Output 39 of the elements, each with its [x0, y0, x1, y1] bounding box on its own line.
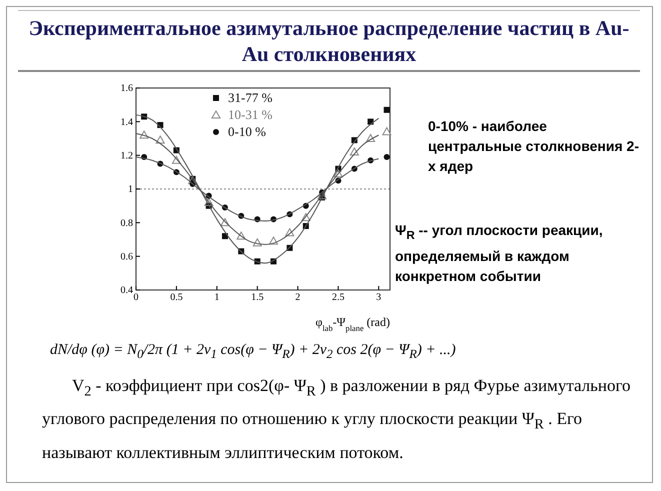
x-tick-label: 1 — [214, 292, 220, 304]
legend-label: 31-77 % — [228, 90, 273, 105]
x-tick-label: 1.5 — [251, 292, 264, 304]
point — [172, 156, 181, 164]
text: Ψ$_{R}$ -- угол плоскости реакции, определяемый в каждом конкретном событии — [395, 221, 604, 286]
point — [220, 218, 230, 226]
point — [334, 169, 343, 178]
point — [156, 136, 165, 144]
y-tick-label: 0.4 — [120, 285, 133, 296]
chart-title: Экспериментальное азимутальное распределение частиц в Au-Au столкновениях — [18, 10, 640, 72]
text: 0-10% - наиболее центральные столкновения 2-х ядер — [428, 117, 640, 176]
point — [252, 238, 262, 246]
point — [382, 127, 392, 136]
text: V$_{2}$ - коэффициент при cos2(φ- Ψ$_{R}$ ) в разложении в ряд Фурье азимутального углового распределения по отношению к углу плоскости реакции Ψ$_{R}$ . Его называют коллективным эллиптическим потоком. — [42, 376, 631, 462]
point — [366, 134, 376, 142]
point — [269, 236, 278, 245]
y-tick-label: 1.6 — [120, 83, 133, 94]
text: dN/dφ (φ) = N$_{0}$/2π (1 + 2v$_{1}$ cos(φ − Ψ$_{R}$) + 2v$_{2}$ cos 2(φ − Ψ$_{R}$) + ...) — [50, 342, 456, 361]
y-tick-label: 1.2 — [120, 150, 133, 162]
legend-label: 10-31 % — [228, 107, 273, 122]
y-tick-label: 1 — [128, 184, 133, 196]
y-tick-label: 0.8 — [120, 218, 133, 229]
x-tick-label: 2 — [295, 292, 300, 304]
point — [236, 232, 246, 240]
point — [285, 228, 294, 236]
point — [301, 213, 310, 222]
y-tick-label: 0.6 — [120, 252, 133, 263]
point — [350, 147, 359, 156]
y-tick-label: 1.4 — [120, 116, 133, 128]
point — [140, 130, 149, 139]
x-tick-label: 3 — [376, 292, 382, 304]
point — [384, 106, 390, 113]
legend-label: 0-10 % — [228, 124, 266, 139]
x-tick-label: 2.5 — [332, 292, 344, 304]
x-tick-label: 0 — [134, 292, 138, 304]
point — [204, 198, 214, 206]
point — [384, 154, 390, 160]
x-tick-label: 0.5 — [170, 292, 183, 304]
x-axis-title: φ$_{lab}$-Ψ$_{plane}$ (rad) — [316, 315, 390, 332]
